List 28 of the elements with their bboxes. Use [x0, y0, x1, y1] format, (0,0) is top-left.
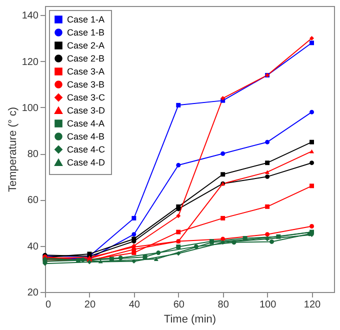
legend-label: Case 4-A: [67, 118, 105, 128]
legend-label: Case 4-C: [67, 144, 106, 154]
legend-label: Case 3-B: [67, 80, 105, 90]
y-axis-title: Temperature (° c): [6, 106, 19, 192]
x-tick-label: 0: [46, 300, 52, 310]
legend-label: Case 3-C: [67, 92, 106, 102]
y-tick-label: 80: [27, 149, 39, 160]
legend-label: Case 1-B: [67, 28, 105, 38]
x-tick-label: 120: [304, 300, 322, 310]
legend-label: Case 3-D: [67, 106, 106, 116]
legend-label: Case 2-A: [67, 40, 105, 50]
x-tick-label: 80: [218, 300, 230, 310]
x-tick-label: 100: [259, 300, 277, 310]
y-tick-label: 60: [27, 195, 39, 206]
legend-label: Case 1-A: [67, 14, 105, 24]
legend-label: Case 2-B: [67, 54, 105, 64]
x-tick-label: 20: [84, 300, 96, 310]
x-tick-label: 40: [128, 300, 140, 310]
y-tick-label: 100: [22, 102, 39, 114]
y-tick-label: 20: [27, 288, 39, 298]
x-axis-title: Time (min): [164, 314, 216, 326]
y-tick-label: 40: [27, 241, 39, 252]
legend-label: Case 4-D: [67, 158, 106, 168]
y-tick-label: 120: [22, 56, 39, 68]
y-tick-label: 140: [22, 10, 39, 22]
x-tick-label: 60: [173, 300, 185, 310]
legend-label: Case 4-B: [67, 132, 105, 142]
legend-label: Case 3-A: [67, 66, 105, 76]
